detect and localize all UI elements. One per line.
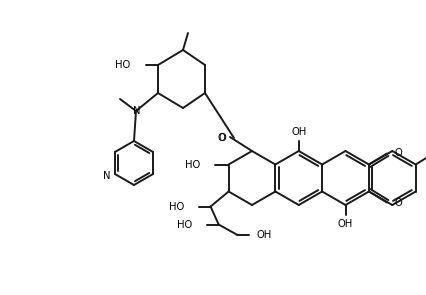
Text: O: O bbox=[218, 133, 226, 143]
Text: N: N bbox=[133, 106, 141, 116]
Text: O: O bbox=[395, 148, 403, 158]
Text: N: N bbox=[104, 171, 111, 181]
Text: OH: OH bbox=[256, 230, 272, 240]
Text: HO: HO bbox=[170, 201, 184, 212]
Text: O: O bbox=[217, 133, 225, 143]
Text: OH: OH bbox=[291, 127, 306, 137]
Text: HO: HO bbox=[177, 219, 193, 230]
Text: HO: HO bbox=[115, 60, 130, 70]
Text: OH: OH bbox=[338, 219, 353, 229]
Text: O: O bbox=[395, 197, 403, 207]
Text: HO: HO bbox=[185, 160, 201, 170]
